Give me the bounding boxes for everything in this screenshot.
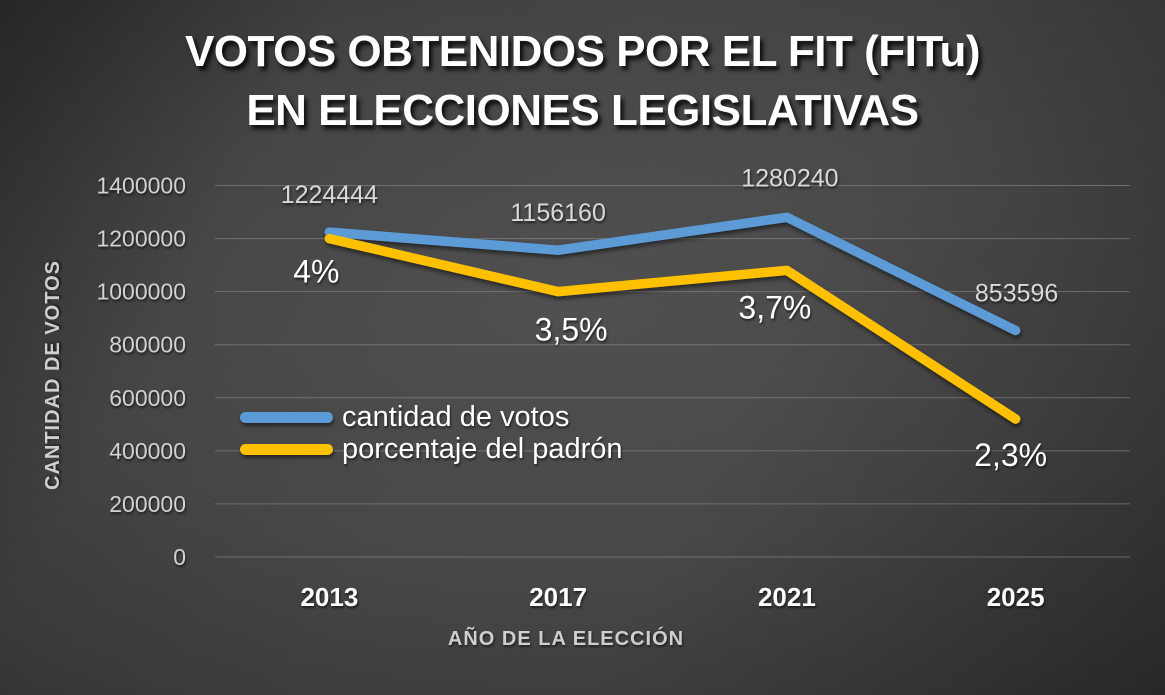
chart-title-line2: EN ELECCIONES LEGISLATIVAS xyxy=(246,86,919,135)
data-label-percent: 4% xyxy=(293,254,339,290)
x-category-label: 2017 xyxy=(529,582,587,612)
y-tick-label: 1400000 xyxy=(96,173,186,199)
data-label-votes: 1280240 xyxy=(741,164,838,192)
y-tick-label: 1000000 xyxy=(96,279,186,305)
y-tick-label: 0 xyxy=(173,544,186,570)
x-axis-category-labels: 2013 2017 2021 2025 xyxy=(300,582,1044,612)
x-category-label: 2013 xyxy=(300,582,358,612)
data-label-votes: 1224444 xyxy=(281,181,378,209)
y-tick-label: 1200000 xyxy=(96,226,186,252)
legend-swatch-votes-icon xyxy=(240,411,333,423)
x-axis-title: AÑO DE LA ELECCIÓN xyxy=(447,628,685,650)
legend-item-votes: cantidad de votos xyxy=(240,401,623,433)
data-label-votes: 1156160 xyxy=(510,199,605,227)
data-label-percent: 3,5% xyxy=(535,312,608,348)
data-labels: 1224444 1156160 1280240 853596 4% 3,5% 3,7% 2,3… xyxy=(281,164,1059,473)
y-tick-label: 200000 xyxy=(109,491,186,517)
chart-title: VOTOS OBTENIDOS POR EL FIT (FITu) EN ELE… xyxy=(0,22,1165,140)
y-tick-label: 600000 xyxy=(109,385,186,411)
series-line-votes xyxy=(324,212,1021,336)
legend-label-votes: cantidad de votos xyxy=(342,401,570,433)
legend-item-percent: porcentaje del padrón xyxy=(240,433,623,465)
series-line-percent xyxy=(324,233,1021,424)
series-lines xyxy=(324,212,1021,424)
data-label-percent: 2,3% xyxy=(974,437,1047,473)
legend-swatch-percent-icon xyxy=(240,443,333,455)
y-axis-title: CANTIDAD DE VOTOS xyxy=(42,260,64,490)
data-label-votes: 853596 xyxy=(975,279,1058,307)
chart-title-line1: VOTOS OBTENIDOS POR EL FIT (FITu) xyxy=(184,27,981,76)
y-axis-tick-labels: 0 200000 400000 600000 800000 1000000 1200000 1… xyxy=(96,173,186,571)
x-category-label: 2021 xyxy=(758,582,816,612)
data-label-percent: 3,7% xyxy=(738,289,811,325)
y-tick-label: 400000 xyxy=(109,438,186,464)
legend-label-percent: porcentaje del padrón xyxy=(342,433,623,465)
y-tick-label: 800000 xyxy=(109,332,186,358)
x-category-label: 2025 xyxy=(987,582,1045,612)
legend: cantidad de votos porcentaje del padrón xyxy=(240,401,623,465)
